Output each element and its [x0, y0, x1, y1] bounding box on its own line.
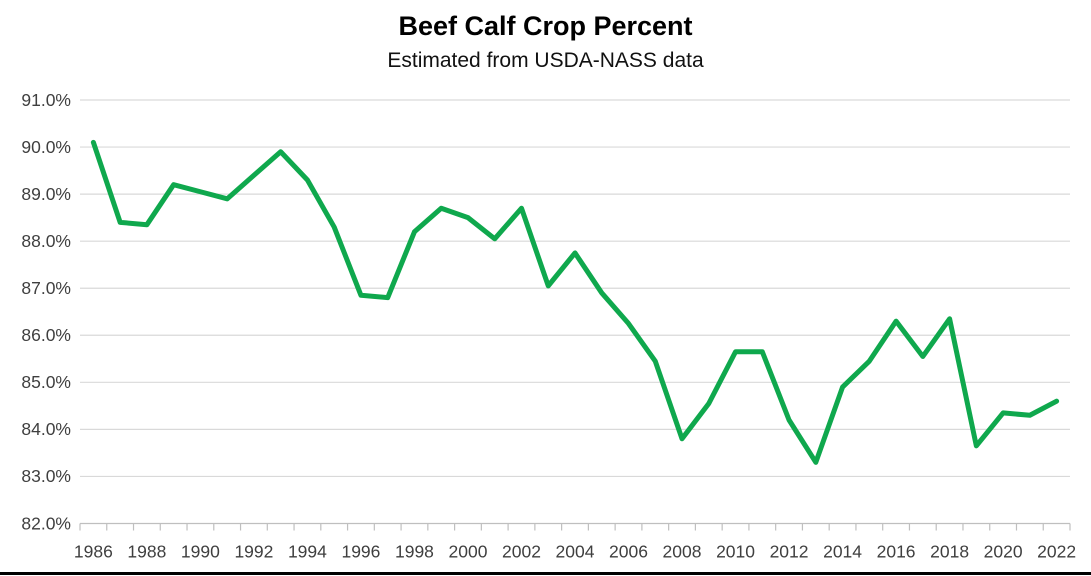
x-tick-label: 1992	[234, 542, 273, 562]
x-tick-label: 2004	[556, 542, 595, 562]
x-tick-label: 2020	[984, 542, 1023, 562]
chart-subtitle: Estimated from USDA-NASS data	[387, 49, 704, 72]
x-tick-label: 2008	[663, 542, 702, 562]
x-tick-label: 2012	[770, 542, 809, 562]
y-tick-label: 85.0%	[21, 372, 71, 392]
x-tick-label: 2000	[449, 542, 488, 562]
x-tick-label: 1996	[341, 542, 380, 562]
x-tick-label: 1990	[181, 542, 220, 562]
y-tick-label: 88.0%	[21, 231, 71, 251]
data-line-beef-calf-crop	[90, 139, 1060, 465]
x-tick-label: 2016	[877, 542, 916, 562]
y-tick-label: 83.0%	[21, 466, 71, 486]
x-tick-label: 1988	[127, 542, 166, 562]
y-tick-label: 91.0%	[21, 90, 71, 110]
x-tick-label: 2018	[930, 542, 969, 562]
x-tick-label: 2010	[716, 542, 755, 562]
x-tick-label: 1986	[74, 542, 113, 562]
y-tick-label: 90.0%	[21, 137, 71, 157]
x-tick-label: 2014	[823, 542, 862, 562]
y-tick-label: 86.0%	[21, 325, 71, 345]
y-tick-label: 87.0%	[21, 278, 71, 298]
x-tick-label: 2006	[609, 542, 648, 562]
bottom-border	[0, 572, 1091, 575]
y-tick-label: 82.0%	[21, 513, 71, 533]
y-tick-label: 89.0%	[21, 184, 71, 204]
x-tick-label: 1998	[395, 542, 434, 562]
x-tick-label: 1994	[288, 542, 327, 562]
chart-title: Beef Calf Crop Percent	[398, 11, 693, 41]
x-tick-label: 2002	[502, 542, 541, 562]
x-tick-label: 2022	[1037, 542, 1076, 562]
y-tick-label: 84.0%	[21, 419, 71, 439]
